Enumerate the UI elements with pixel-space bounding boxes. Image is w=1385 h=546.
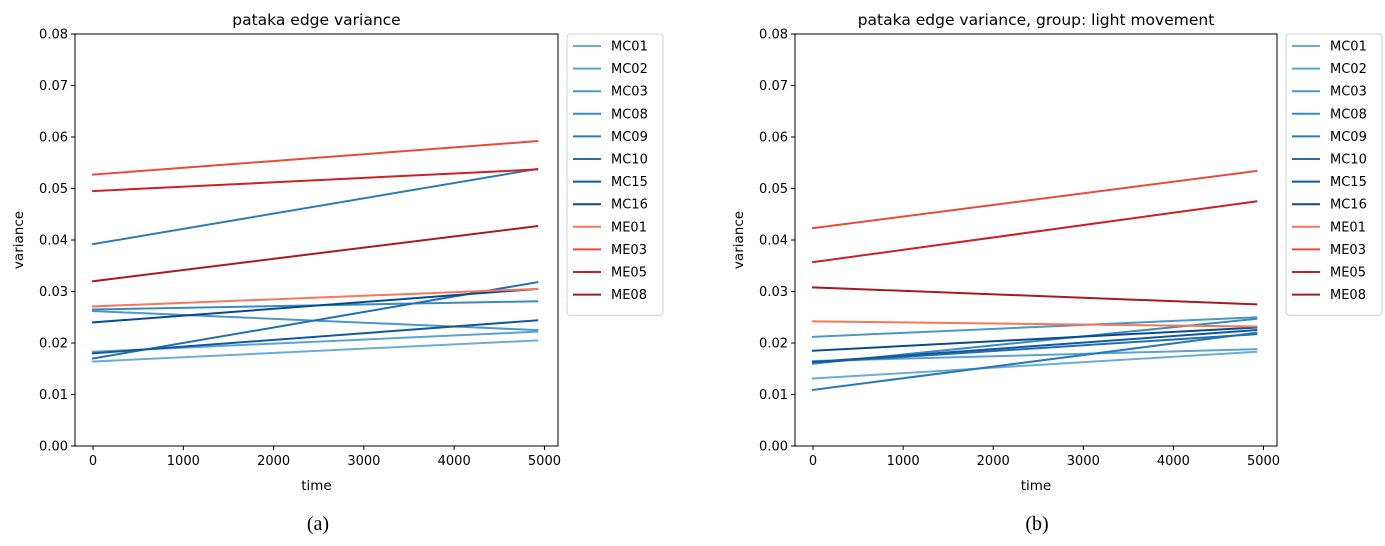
- legend-label-mc01: MC01: [1330, 40, 1367, 55]
- series-line-mc16: [811, 326, 1258, 352]
- x-tick-label: 3000: [1067, 454, 1100, 469]
- series-line-me01: [812, 320, 1258, 328]
- legend-label-me05: ME05: [1330, 266, 1366, 281]
- y-tick-label: 0.03: [39, 285, 68, 300]
- y-tick-label: 0.06: [39, 131, 68, 146]
- y-tick-label: 0.05: [759, 182, 788, 197]
- x-tick-label: 1000: [167, 454, 200, 469]
- y-tick-label: 0.03: [759, 285, 788, 300]
- y-tick-label: 0.01: [759, 388, 788, 403]
- x-tick-label: 2000: [977, 454, 1010, 469]
- legend-label-me03: ME03: [1330, 243, 1366, 258]
- legend-label-me08: ME08: [1330, 288, 1366, 303]
- y-tick-label: 0.08: [39, 28, 68, 43]
- legend-label-mc09: MC09: [611, 130, 648, 145]
- x-tick-label: 4000: [1157, 454, 1190, 469]
- x-tick-label: 5000: [528, 454, 561, 469]
- legend-label-me01: ME01: [1330, 220, 1366, 235]
- figure-caption: (b): [1025, 513, 1048, 535]
- x-tick-label: 4000: [438, 454, 471, 469]
- legend-label-mc01: MC01: [611, 40, 648, 55]
- legend-box: [1285, 33, 1383, 316]
- x-tick-label: 3000: [347, 454, 380, 469]
- legend-label-mc16: MC16: [611, 198, 648, 213]
- legend: MC01 MC02 MC03 MC08 MC09 MC10 MC15 MC16 ME01 ME03…: [566, 33, 664, 316]
- series-line-mc09: [91, 167, 539, 246]
- legend-label-mc02: MC02: [1330, 62, 1367, 77]
- legend: MC01 MC02 MC03 MC08 MC09 MC10 MC15 MC16 ME01 ME03…: [1285, 33, 1383, 316]
- legend-box: [566, 33, 664, 316]
- y-tick-label: 0.08: [759, 28, 788, 43]
- plot-frame: [794, 33, 1278, 447]
- series-line-mc09: [811, 331, 1258, 391]
- legend-label-me05: ME05: [611, 266, 647, 281]
- legend-label-mc02: MC02: [611, 62, 648, 77]
- series-line-me05: [811, 200, 1258, 264]
- y-tick-label: 0.02: [39, 337, 68, 352]
- legend-label-me01: ME01: [611, 220, 647, 235]
- legend-label-mc03: MC03: [611, 85, 648, 100]
- series-line-me01: [92, 287, 539, 308]
- y-axis-label: variance: [731, 211, 747, 269]
- series-line-me05: [92, 168, 539, 193]
- legend-label-mc15: MC15: [611, 175, 648, 190]
- series-line-me03: [91, 140, 539, 176]
- x-tick-label: 0: [89, 454, 97, 469]
- x-axis-label: time: [301, 478, 332, 494]
- legend-label-me08: ME08: [611, 288, 647, 303]
- legend-label-mc08: MC08: [611, 107, 648, 122]
- x-tick-label: 0: [809, 454, 817, 469]
- series-line-me08: [811, 286, 1258, 306]
- figure-caption: (a): [307, 513, 329, 535]
- chart-panel-2: 0.00 0.01 0.02 0.03 0.04 0.05 0.06 0.07 0.08 0 100…: [731, 11, 1383, 535]
- series-line-mc16: [91, 287, 539, 324]
- series-line-me03: [811, 169, 1258, 230]
- y-tick-label: 0.00: [759, 440, 788, 455]
- chart-panel-1: 0.00 0.01 0.02 0.03 0.04 0.05 0.06 0.07 0.08 0 100…: [11, 11, 664, 535]
- y-tick-label: 0.06: [759, 131, 788, 146]
- series-line-mc01: [92, 339, 539, 363]
- plot-frame: [74, 33, 559, 447]
- chart-title: pataka edge variance, group: light movem…: [858, 11, 1215, 29]
- x-tick-label: 1000: [887, 454, 920, 469]
- series-line-me08: [91, 224, 539, 283]
- y-tick-label: 0.01: [39, 388, 68, 403]
- legend-label-mc10: MC10: [1330, 153, 1367, 168]
- y-tick-label: 0.04: [39, 234, 68, 249]
- legend-label-me03: ME03: [611, 243, 647, 258]
- y-tick-label: 0.07: [759, 79, 788, 94]
- series-line-mc01: [811, 350, 1258, 380]
- x-tick-label: 2000: [257, 454, 290, 469]
- series-line-mc15: [811, 329, 1258, 364]
- legend-label-mc10: MC10: [611, 153, 648, 168]
- legend-label-mc09: MC09: [1330, 130, 1367, 145]
- chart-title: pataka edge variance: [232, 11, 400, 29]
- series-line-mc02: [811, 348, 1258, 363]
- legend-label-mc15: MC15: [1330, 175, 1367, 190]
- series-line-mc15: [91, 319, 539, 355]
- y-tick-label: 0.07: [39, 79, 68, 94]
- legend-label-mc03: MC03: [1330, 85, 1367, 100]
- y-tick-label: 0.04: [759, 234, 788, 249]
- y-tick-label: 0.02: [759, 337, 788, 352]
- x-tick-label: 5000: [1247, 454, 1280, 469]
- legend-label-mc16: MC16: [1330, 198, 1367, 213]
- y-axis-label: variance: [11, 211, 27, 269]
- series-line-mc10: [811, 333, 1258, 364]
- legend-label-mc08: MC08: [1330, 107, 1367, 122]
- y-tick-label: 0.00: [39, 440, 68, 455]
- y-tick-label: 0.05: [39, 182, 68, 197]
- series-line-mc03: [811, 316, 1258, 338]
- x-axis-label: time: [1021, 478, 1052, 494]
